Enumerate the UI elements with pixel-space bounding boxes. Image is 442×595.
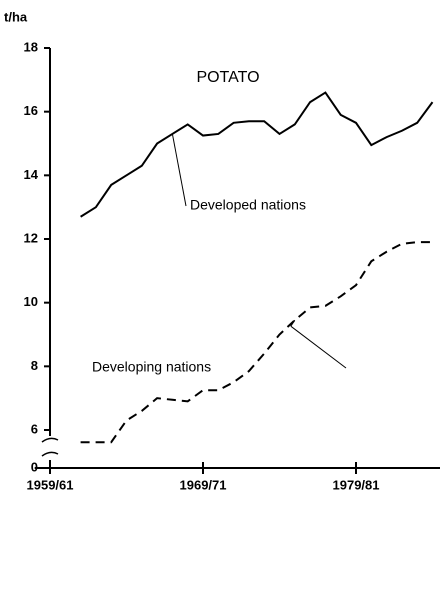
y-tick-label: 16 xyxy=(24,103,38,118)
y-unit-label: t/ha xyxy=(4,9,28,24)
x-tick-label: 1969/71 xyxy=(180,477,227,492)
y-tick-label: 12 xyxy=(24,230,38,245)
y-tick-label: 8 xyxy=(31,358,38,373)
chart-title: POTATO xyxy=(196,69,259,86)
y-tick-label: 0 xyxy=(31,459,38,474)
series-line xyxy=(80,241,433,444)
axis-break xyxy=(41,437,59,457)
annotation-leader xyxy=(290,325,347,369)
annotation-leader xyxy=(290,319,296,327)
series-annotation: Developing nations xyxy=(92,359,211,375)
y-tick-label: 18 xyxy=(24,39,38,54)
annotation-leader xyxy=(171,133,187,207)
y-tick-label: 6 xyxy=(31,421,38,436)
y-tick-label: 10 xyxy=(24,294,38,309)
y-tick-label: 14 xyxy=(24,167,39,182)
series-annotation: Developed nations xyxy=(190,197,306,213)
series-line xyxy=(80,91,434,218)
x-tick-label: 1959/61 xyxy=(27,477,74,492)
x-tick-label: 1979/81 xyxy=(333,477,380,492)
